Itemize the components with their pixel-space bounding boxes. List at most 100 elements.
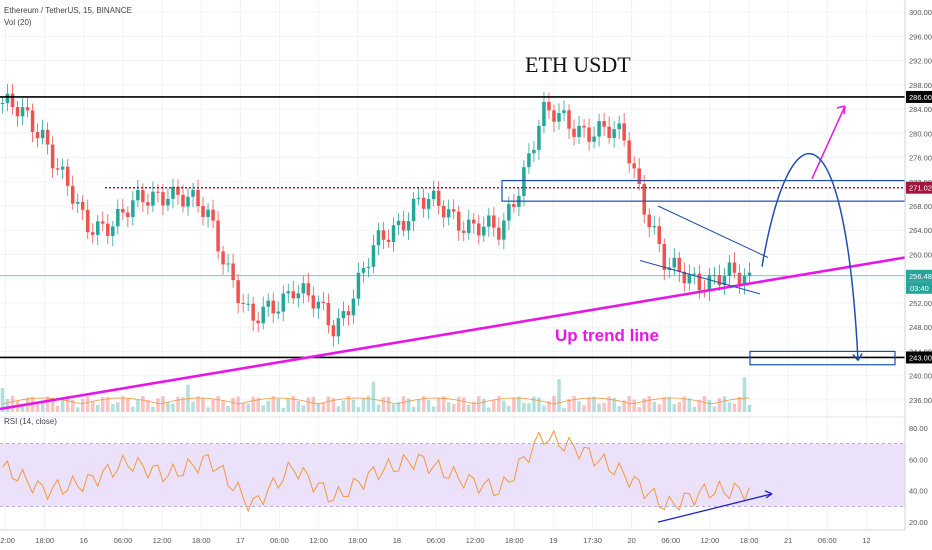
volume-bar: [517, 396, 521, 412]
rsi-divergence-line: [657, 493, 773, 523]
volume-bar: [351, 399, 356, 412]
volume-bar: [722, 396, 727, 412]
volume-bar: [366, 396, 371, 412]
candle-body: [146, 202, 150, 206]
volume-bar: [166, 402, 170, 412]
volume-bar: [592, 396, 596, 412]
volume-bar: [55, 406, 60, 412]
candle-body: [361, 268, 366, 273]
volume-bar: [341, 400, 346, 412]
volume-bar: [381, 397, 386, 412]
volume-bar: [421, 396, 426, 412]
time-tick-label: 12:00: [309, 536, 328, 545]
candle-body: [727, 262, 732, 276]
candle-body: [101, 221, 105, 224]
candle-body: [121, 208, 125, 213]
candle-body: [396, 220, 401, 226]
volume-bar: [411, 406, 416, 412]
candle-body: [85, 209, 90, 233]
candle-body: [366, 266, 371, 269]
candle-body: [411, 198, 416, 222]
candle-body: [266, 300, 270, 307]
candle-body: [116, 208, 120, 227]
candle-body: [426, 199, 431, 209]
candle-body: [50, 144, 55, 169]
candle-body: [211, 209, 215, 221]
volume-bar: [346, 396, 351, 412]
volume-bar: [221, 400, 225, 412]
time-tick-label: 12:00: [0, 536, 15, 545]
volume-bar: [572, 396, 576, 412]
candle-body: [461, 230, 466, 233]
volume-bar: [446, 402, 451, 412]
volume-bar: [60, 400, 65, 412]
volume-bar: [266, 401, 270, 412]
candle-body: [191, 189, 195, 197]
volume-bar: [436, 398, 441, 412]
volume-bar: [487, 407, 491, 412]
volume-bar: [472, 401, 476, 412]
rsi-tick-label: 20.00: [909, 518, 928, 527]
candle-body: [316, 301, 321, 309]
symbol-legend[interactable]: Ethereum / TetherUS, 15, BINANCE: [4, 6, 132, 15]
volume-bar: [502, 400, 506, 412]
candle-body: [331, 325, 336, 337]
chart-overlays: [0, 96, 906, 411]
price-tick-label: 248.00: [909, 323, 932, 332]
volume-bar: [532, 396, 536, 412]
volume-bar: [176, 396, 180, 412]
volume-bar: [70, 399, 75, 412]
volume-bar: [316, 403, 321, 412]
last-price-badge-bg: [906, 269, 932, 282]
volume-bar: [131, 406, 135, 412]
volume-bar: [226, 405, 230, 412]
price-tick-label: 276.00: [909, 154, 932, 163]
candle-body: [236, 280, 240, 303]
candle-body: [286, 291, 291, 294]
candle-body: [632, 163, 636, 169]
volume-bar: [296, 401, 301, 412]
candle-body: [497, 227, 501, 240]
price-tick-label: 296.00: [909, 32, 932, 41]
volume-bar: [101, 397, 105, 412]
time-tick-label: 12:00: [153, 536, 172, 545]
volume-bar: [557, 379, 561, 412]
volume-bar: [371, 381, 376, 412]
volume-bar: [231, 397, 235, 412]
candle-body: [30, 110, 35, 132]
price-tick-label: 280.00: [909, 129, 932, 138]
candle-body: [662, 243, 667, 270]
candle-body: [557, 113, 561, 122]
price-tick-label: 240.00: [909, 372, 932, 381]
candle-body: [562, 110, 566, 114]
candle-body: [692, 273, 697, 275]
candle-body: [487, 215, 491, 227]
candle-body: [20, 107, 25, 117]
candle-body: [456, 211, 461, 231]
rsi-legend[interactable]: RSI (14, close): [4, 417, 57, 426]
volume-bar: [707, 400, 712, 412]
volume-bar: [597, 403, 601, 412]
candle-body: [80, 201, 85, 210]
candle-body: [346, 311, 351, 316]
candle-body: [722, 275, 727, 286]
candle-body: [406, 221, 411, 231]
volume-bar: [271, 396, 275, 412]
rsi-pane: [0, 416, 905, 523]
time-tick-label: 18:00: [740, 536, 759, 545]
volume-bar: [5, 399, 10, 412]
candle-body: [311, 295, 316, 309]
volume-bar: [737, 396, 742, 412]
time-tick-label: 06:00: [427, 536, 446, 545]
price-tick-label: 264.00: [909, 226, 932, 235]
candle-body: [507, 204, 511, 221]
candle-body: [747, 272, 752, 276]
volume-bar: [537, 397, 541, 412]
candle-body: [587, 127, 591, 142]
candle-body: [687, 274, 692, 284]
resistance-price-badge-bg: [906, 90, 932, 103]
candle-body: [527, 153, 531, 168]
candle-body: [712, 274, 717, 276]
volume-legend[interactable]: Vol (20): [4, 18, 32, 27]
